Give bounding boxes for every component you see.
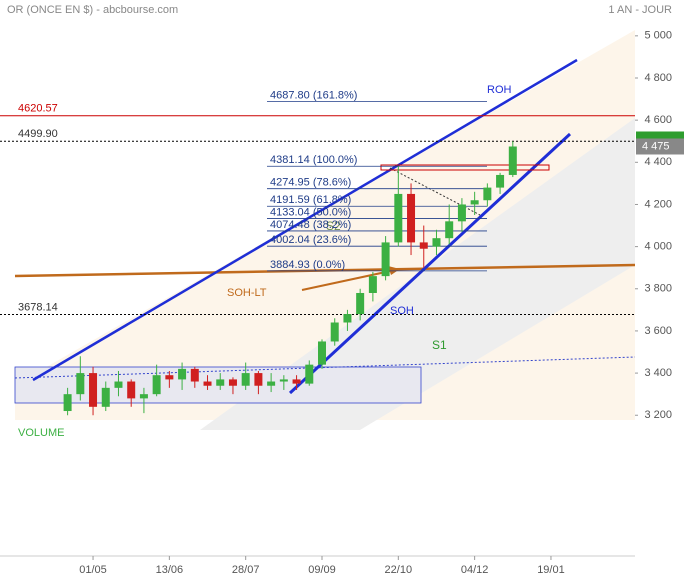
fib-label: 4191.59 (61.8%) xyxy=(270,194,351,206)
candle-body xyxy=(254,373,263,386)
candle-body xyxy=(127,381,136,399)
candle-body xyxy=(330,322,339,342)
annotation: S2 xyxy=(326,219,341,233)
candle-body xyxy=(114,381,123,388)
candle-body xyxy=(228,379,237,386)
soh-line xyxy=(288,132,572,395)
y-tick-label: 4 000 xyxy=(644,241,672,253)
fib-label: 4002.04 (23.6%) xyxy=(270,234,351,246)
candle-body xyxy=(407,193,416,243)
level-label: 4620.57 xyxy=(18,103,58,115)
annotation: SOH xyxy=(390,305,414,317)
candle-body xyxy=(470,200,479,205)
candle-body xyxy=(139,394,148,399)
fib-label: 4687.80 (161.8%) xyxy=(270,90,357,102)
candle-body xyxy=(216,379,225,386)
annotation: S1 xyxy=(432,338,447,352)
candle-body xyxy=(279,379,288,382)
y-tick-label: 4 400 xyxy=(644,156,672,168)
candle-body xyxy=(394,193,403,243)
x-tick-label: 22/10 xyxy=(385,564,413,576)
y-tick-label: 4 600 xyxy=(644,114,672,126)
price-tag-label: 4 475 xyxy=(642,140,670,152)
red-box xyxy=(380,164,550,171)
fib-label: 4133.04 (50.0%) xyxy=(270,206,351,218)
candle-body xyxy=(508,146,517,175)
level-label: 3678.14 xyxy=(18,301,58,313)
x-tick-label: 04/12 xyxy=(461,564,489,576)
candle-body xyxy=(343,314,352,323)
dotted-support xyxy=(14,356,636,379)
annotation: SOH-LT xyxy=(227,287,267,299)
fib-label: 4274.95 (78.6%) xyxy=(270,177,351,189)
candle-body xyxy=(190,368,199,382)
y-tick-label: 3 400 xyxy=(644,367,672,379)
x-tick-label: 01/05 xyxy=(79,564,107,576)
candle-body xyxy=(63,394,72,412)
candle-body xyxy=(496,174,505,188)
price-tag-top xyxy=(636,131,684,140)
candle-body xyxy=(381,242,390,277)
candle-body xyxy=(305,364,314,384)
annotation: ROH xyxy=(487,84,512,96)
candle-body xyxy=(76,373,85,395)
candle-body xyxy=(318,341,326,365)
y-tick-label: 3 200 xyxy=(644,409,672,421)
candle-body xyxy=(101,387,110,407)
candle-body xyxy=(241,373,250,386)
candle-body xyxy=(483,187,492,201)
x-tick-label: 19/01 xyxy=(537,564,565,576)
roh-line xyxy=(32,58,578,382)
fib-label: 3884.93 (0.0%) xyxy=(270,259,345,271)
candle-body xyxy=(178,368,187,380)
x-tick-label: 28/07 xyxy=(232,564,260,576)
y-tick-label: 3 800 xyxy=(644,283,672,295)
candle-body xyxy=(457,204,466,222)
candle-body xyxy=(432,238,441,247)
chart-title: OR (ONCE EN $) - abcbourse.com xyxy=(7,4,178,16)
candle-body xyxy=(419,242,428,249)
candle-body xyxy=(203,381,212,386)
y-tick-label: 4 200 xyxy=(644,198,672,210)
candle-body xyxy=(165,375,174,380)
period: 1 AN - JOUR xyxy=(608,4,672,16)
candle-body xyxy=(292,379,301,384)
x-tick-label: 09/09 xyxy=(308,564,336,576)
candle-body xyxy=(356,292,365,315)
candle-body xyxy=(445,221,454,239)
y-tick-label: 5 000 xyxy=(644,30,672,42)
y-tick-label: 4 800 xyxy=(644,72,672,84)
candle-body xyxy=(89,373,98,407)
soh-lt-arrow xyxy=(301,269,396,291)
x-tick-label: 13/06 xyxy=(156,564,184,576)
fib-label: 4381.14 (100.0%) xyxy=(270,154,357,166)
candle-body xyxy=(267,381,276,386)
candle-body xyxy=(152,375,161,395)
level-label: 4499.90 xyxy=(18,128,58,140)
volume-label: VOLUME xyxy=(18,427,64,439)
price-tag xyxy=(636,138,684,155)
y-tick-label: 3 600 xyxy=(644,325,672,337)
fib-label: 4074.48 (38.2%) xyxy=(270,219,351,231)
candle-body xyxy=(368,276,377,293)
